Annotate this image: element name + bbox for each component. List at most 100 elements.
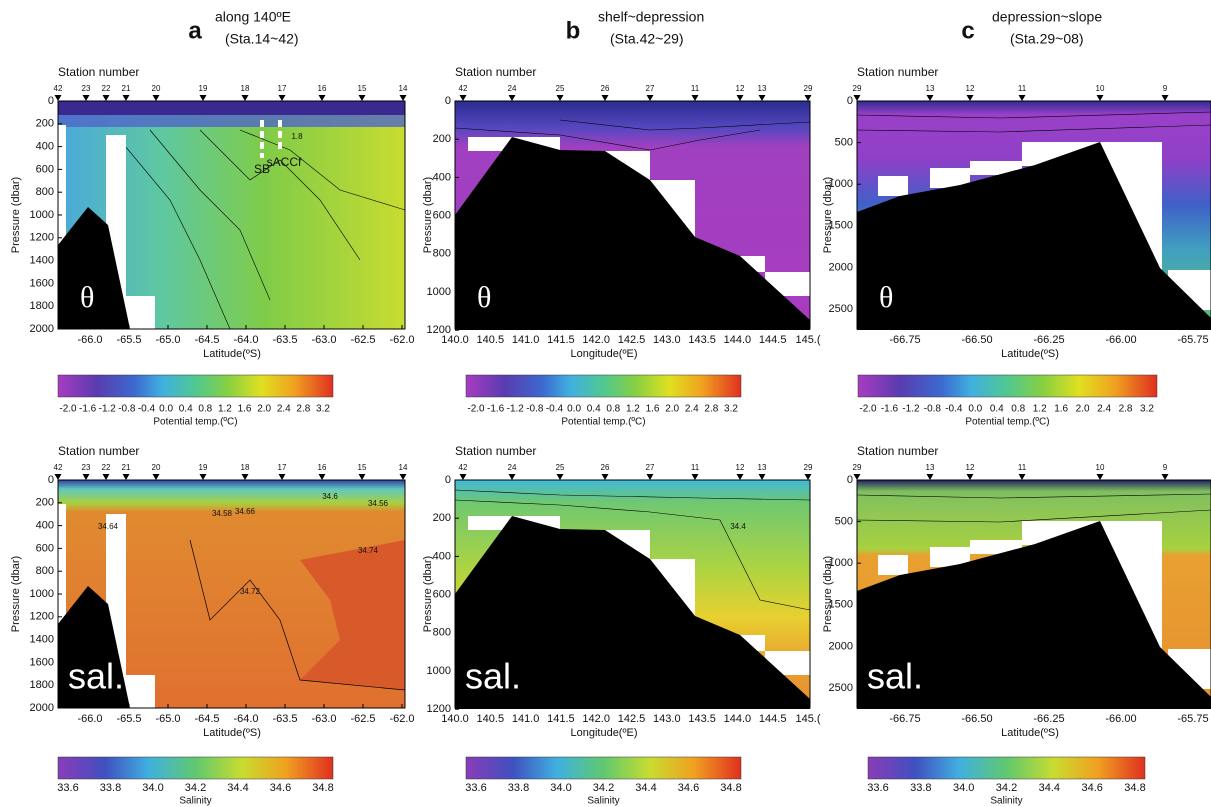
y-tick-label: 2500 [829, 682, 853, 694]
colorbar-tick-label: 34.4 [1039, 782, 1060, 794]
station-marker [853, 95, 861, 101]
x-tick-label: -64.0 [233, 334, 258, 346]
colorbar-tick-label: 34.2 [593, 782, 614, 794]
station-number: 15 [358, 84, 367, 93]
y-tick-label: 1800 [30, 679, 54, 691]
panel-letter: a [188, 17, 202, 44]
station-marker [646, 95, 654, 101]
colorbar-tick-label: 34.0 [550, 782, 571, 794]
y-tick-label: 0 [847, 474, 853, 486]
x-tick-label: 144.5 [759, 713, 787, 725]
y-tick-label: 1500 [829, 599, 853, 611]
x-tick-label: 140.5 [477, 713, 505, 725]
y-tick-label: 1800 [30, 300, 54, 312]
y-tick-label: 600 [36, 542, 54, 554]
x-tick-label: -62.5 [350, 713, 375, 725]
colorbar-tick-label: 1.2 [1033, 404, 1047, 415]
x-axis-label: Longitude(ºE) [570, 727, 637, 739]
station-number: 24 [508, 84, 517, 93]
colorbar-tick-label: 34.8 [720, 782, 741, 794]
colorbar-tick-label: 0.4 [179, 404, 193, 415]
station-axis-label: Station number [857, 444, 938, 458]
x-axis-label: Latitude(ºS) [1001, 727, 1059, 739]
colorbar-tick-label: 3.2 [1140, 404, 1154, 415]
y-tick-label: 600 [433, 589, 451, 601]
colorbar-tick-label: 2.4 [277, 404, 291, 415]
station-marker [1096, 474, 1104, 480]
x-tick-label: -66.0 [77, 334, 102, 346]
colorbar-label: Potential temp.(ºC) [153, 417, 237, 428]
colorbar-tick-label: 0.8 [606, 404, 620, 415]
station-number: 12 [736, 463, 745, 472]
colorbar-tick-label: 1.6 [238, 404, 252, 415]
panel-letter: b [566, 17, 581, 44]
colorbar-label: Salinity [587, 796, 619, 807]
colorbar-tick-label: 33.8 [910, 782, 931, 794]
panel-a-sal [58, 480, 406, 708]
station-marker [122, 474, 130, 480]
station-marker [82, 95, 90, 101]
station-marker [152, 474, 160, 480]
y-axis-label: Pressure (dbar) [10, 556, 22, 632]
colorbar-label: Potential temp.(ºC) [965, 417, 1049, 428]
colorbar-tick-label: -0.8 [924, 404, 942, 415]
x-tick-label: -64.5 [194, 713, 219, 725]
contour-label: 34.56 [368, 499, 389, 508]
y-tick-label: 1600 [30, 277, 54, 289]
x-tick-label: 145.( [795, 713, 820, 725]
colorbar-tick-label: 2.8 [1119, 404, 1133, 415]
x-tick-label: -66.75 [889, 713, 920, 725]
station-marker [1096, 95, 1104, 101]
panel-title: depression~slope [992, 9, 1102, 25]
station-marker [358, 95, 366, 101]
y-tick-label: 500 [835, 137, 853, 149]
station-marker [318, 474, 326, 480]
station-number: 11 [1018, 84, 1027, 93]
station-marker [758, 474, 766, 480]
x-tick-label: 143.5 [688, 334, 716, 346]
station-axis-label: Station number [455, 65, 536, 79]
x-axis-label: Latitude(ºS) [203, 348, 261, 360]
contour-label: 34.6 [322, 492, 338, 501]
station-marker [804, 474, 812, 480]
station-number: 17 [278, 84, 287, 93]
colorbar-tick-label: -1.6 [79, 404, 97, 415]
colorbar-tick-label: 0.4 [990, 404, 1004, 415]
colorbar-tick-label: 34.4 [227, 782, 248, 794]
x-tick-label: -63.0 [311, 713, 336, 725]
station-marker [508, 474, 516, 480]
colorbar-tick-label: 34.6 [678, 782, 699, 794]
colorbar-tick-label: 2.0 [1076, 404, 1090, 415]
station-number: 25 [556, 463, 565, 472]
station-number: 13 [758, 463, 767, 472]
colorbar-tick-label: 2.8 [704, 404, 718, 415]
station-number: 21 [122, 84, 131, 93]
colorbar-tick-label: 0.4 [587, 404, 601, 415]
variable-symbol: sal. [867, 656, 923, 697]
y-axis-label: Pressure (dbar) [822, 177, 834, 253]
y-tick-label: 1000 [829, 178, 853, 190]
station-marker [102, 474, 110, 480]
colorbar-tick-label: 0.8 [1011, 404, 1025, 415]
station-marker [241, 95, 249, 101]
station-number: 10 [1096, 463, 1105, 472]
colorbar-tick-label: 0.0 [159, 404, 173, 415]
contour-label: 34.64 [98, 522, 119, 531]
x-tick-label: 144.0 [724, 713, 752, 725]
colorbar-tick-label: 33.6 [867, 782, 888, 794]
station-number: 24 [508, 463, 517, 472]
station-number: 21 [122, 463, 131, 472]
station-number: 25 [556, 84, 565, 93]
colorbar-tick-label: 34.2 [185, 782, 206, 794]
x-tick-label: 141.0 [512, 713, 540, 725]
station-number: 27 [646, 84, 655, 93]
colorbar-tick-label: -0.8 [526, 404, 544, 415]
panel-title: shelf~depression [598, 9, 704, 25]
x-axis-label: Longitude(ºE) [570, 348, 637, 360]
panel-a-theta [58, 101, 406, 330]
y-tick-label: 2000 [829, 261, 853, 273]
panel-c-theta [856, 101, 1211, 330]
colorbar-tick-label: -0.4 [138, 404, 156, 415]
variable-symbol: sal. [68, 656, 124, 697]
